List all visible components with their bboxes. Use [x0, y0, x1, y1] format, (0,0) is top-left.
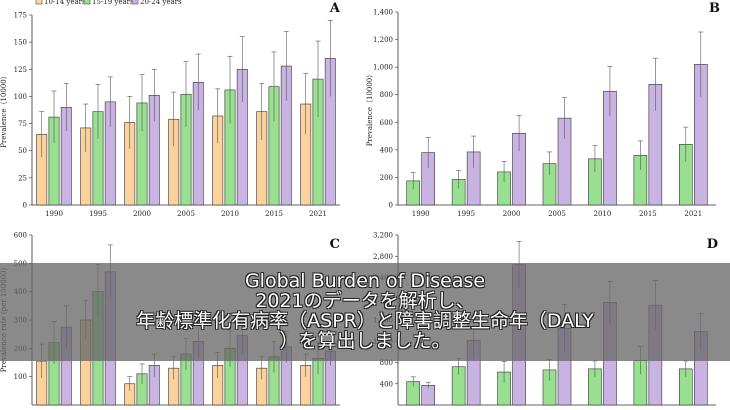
x-tick-label: 2021 [309, 210, 327, 218]
caption-line-4: ）を算出しました。 [279, 330, 451, 352]
y-tick-label: 0 [23, 202, 27, 210]
panel-label: D [707, 237, 718, 252]
y-tick-label: 2,800 [373, 253, 393, 261]
y-tick-label: 600 [14, 232, 27, 240]
y-tick-label: 3,200 [373, 232, 393, 240]
y-tick-label: 0 [389, 202, 393, 210]
y-tick-label: 75 [18, 120, 27, 128]
x-tick-label: 2000 [503, 210, 521, 218]
legend-label: 20-24 years [140, 0, 182, 6]
legend-label: 10-14 years [44, 0, 86, 6]
caption-line-3: 年齢標準化有病率（ASPR）と障害調整生命年（DALY [136, 310, 594, 332]
y-axis-label: Prevalence（10000） [0, 72, 8, 148]
y-tick-label: 1,200 [373, 36, 393, 44]
y-tick-label: 400 [380, 146, 393, 154]
y-tick-label: 50 [18, 147, 27, 155]
x-tick-label: 2005 [548, 210, 566, 218]
x-tick-label: 2010 [221, 210, 239, 218]
y-tick-label: 100 [14, 373, 27, 381]
chart-panel-a: 0 25 50 75 100 125 150 175 Prevalence（10000） A 199… [0, 0, 341, 218]
x-tick-label: 1995 [457, 210, 475, 218]
y-tick-label: 150 [14, 39, 27, 47]
legend-swatch [83, 0, 91, 5]
caption-overlay [0, 263, 730, 361]
y-tick-label: 1,400 [373, 9, 393, 17]
panel-label: B [709, 1, 720, 16]
legend-label: 15-19 years [92, 0, 134, 6]
legend-swatch [35, 0, 43, 5]
y-tick-label: 175 [14, 12, 27, 20]
y-tick-label: 200 [380, 174, 393, 182]
x-tick-label: 2010 [594, 210, 612, 218]
y-tick-label: 125 [14, 66, 27, 74]
panel-label: A [329, 1, 341, 16]
y-tick-label: 800 [380, 91, 393, 99]
y-tick-label: 800 [380, 359, 393, 367]
y-tick-label: 400 [380, 380, 393, 388]
x-tick-label: 2021 [684, 210, 702, 218]
y-tick-label: 600 [380, 119, 393, 127]
caption-line-1: Global Burden of Disease [244, 270, 486, 292]
y-axis-label: Prevalence（10000） [366, 71, 374, 147]
chart-panel-b: 0 200 400 600 800 1,000 1,200 1,400 Prevalence（1… [366, 1, 720, 218]
caption-text: Global Burden of Disease 2021のデータを解析し、 年… [0, 271, 730, 351]
panel-label: C [330, 237, 340, 252]
caption-line-2: 2021のデータを解析し、 [255, 290, 475, 312]
x-tick-label: 1990 [45, 210, 63, 218]
y-tick-label: 25 [18, 174, 27, 182]
legend-swatch [131, 0, 139, 5]
x-tick-label: 1990 [412, 210, 430, 218]
x-tick-label: 1995 [89, 210, 107, 218]
y-tick-label: 100 [14, 93, 27, 101]
y-tick-label: 1,000 [373, 64, 393, 72]
x-tick-label: 2015 [265, 210, 283, 218]
x-tick-label: 2000 [133, 210, 151, 218]
x-tick-label: 2005 [177, 210, 195, 218]
x-tick-label: 2015 [639, 210, 657, 218]
